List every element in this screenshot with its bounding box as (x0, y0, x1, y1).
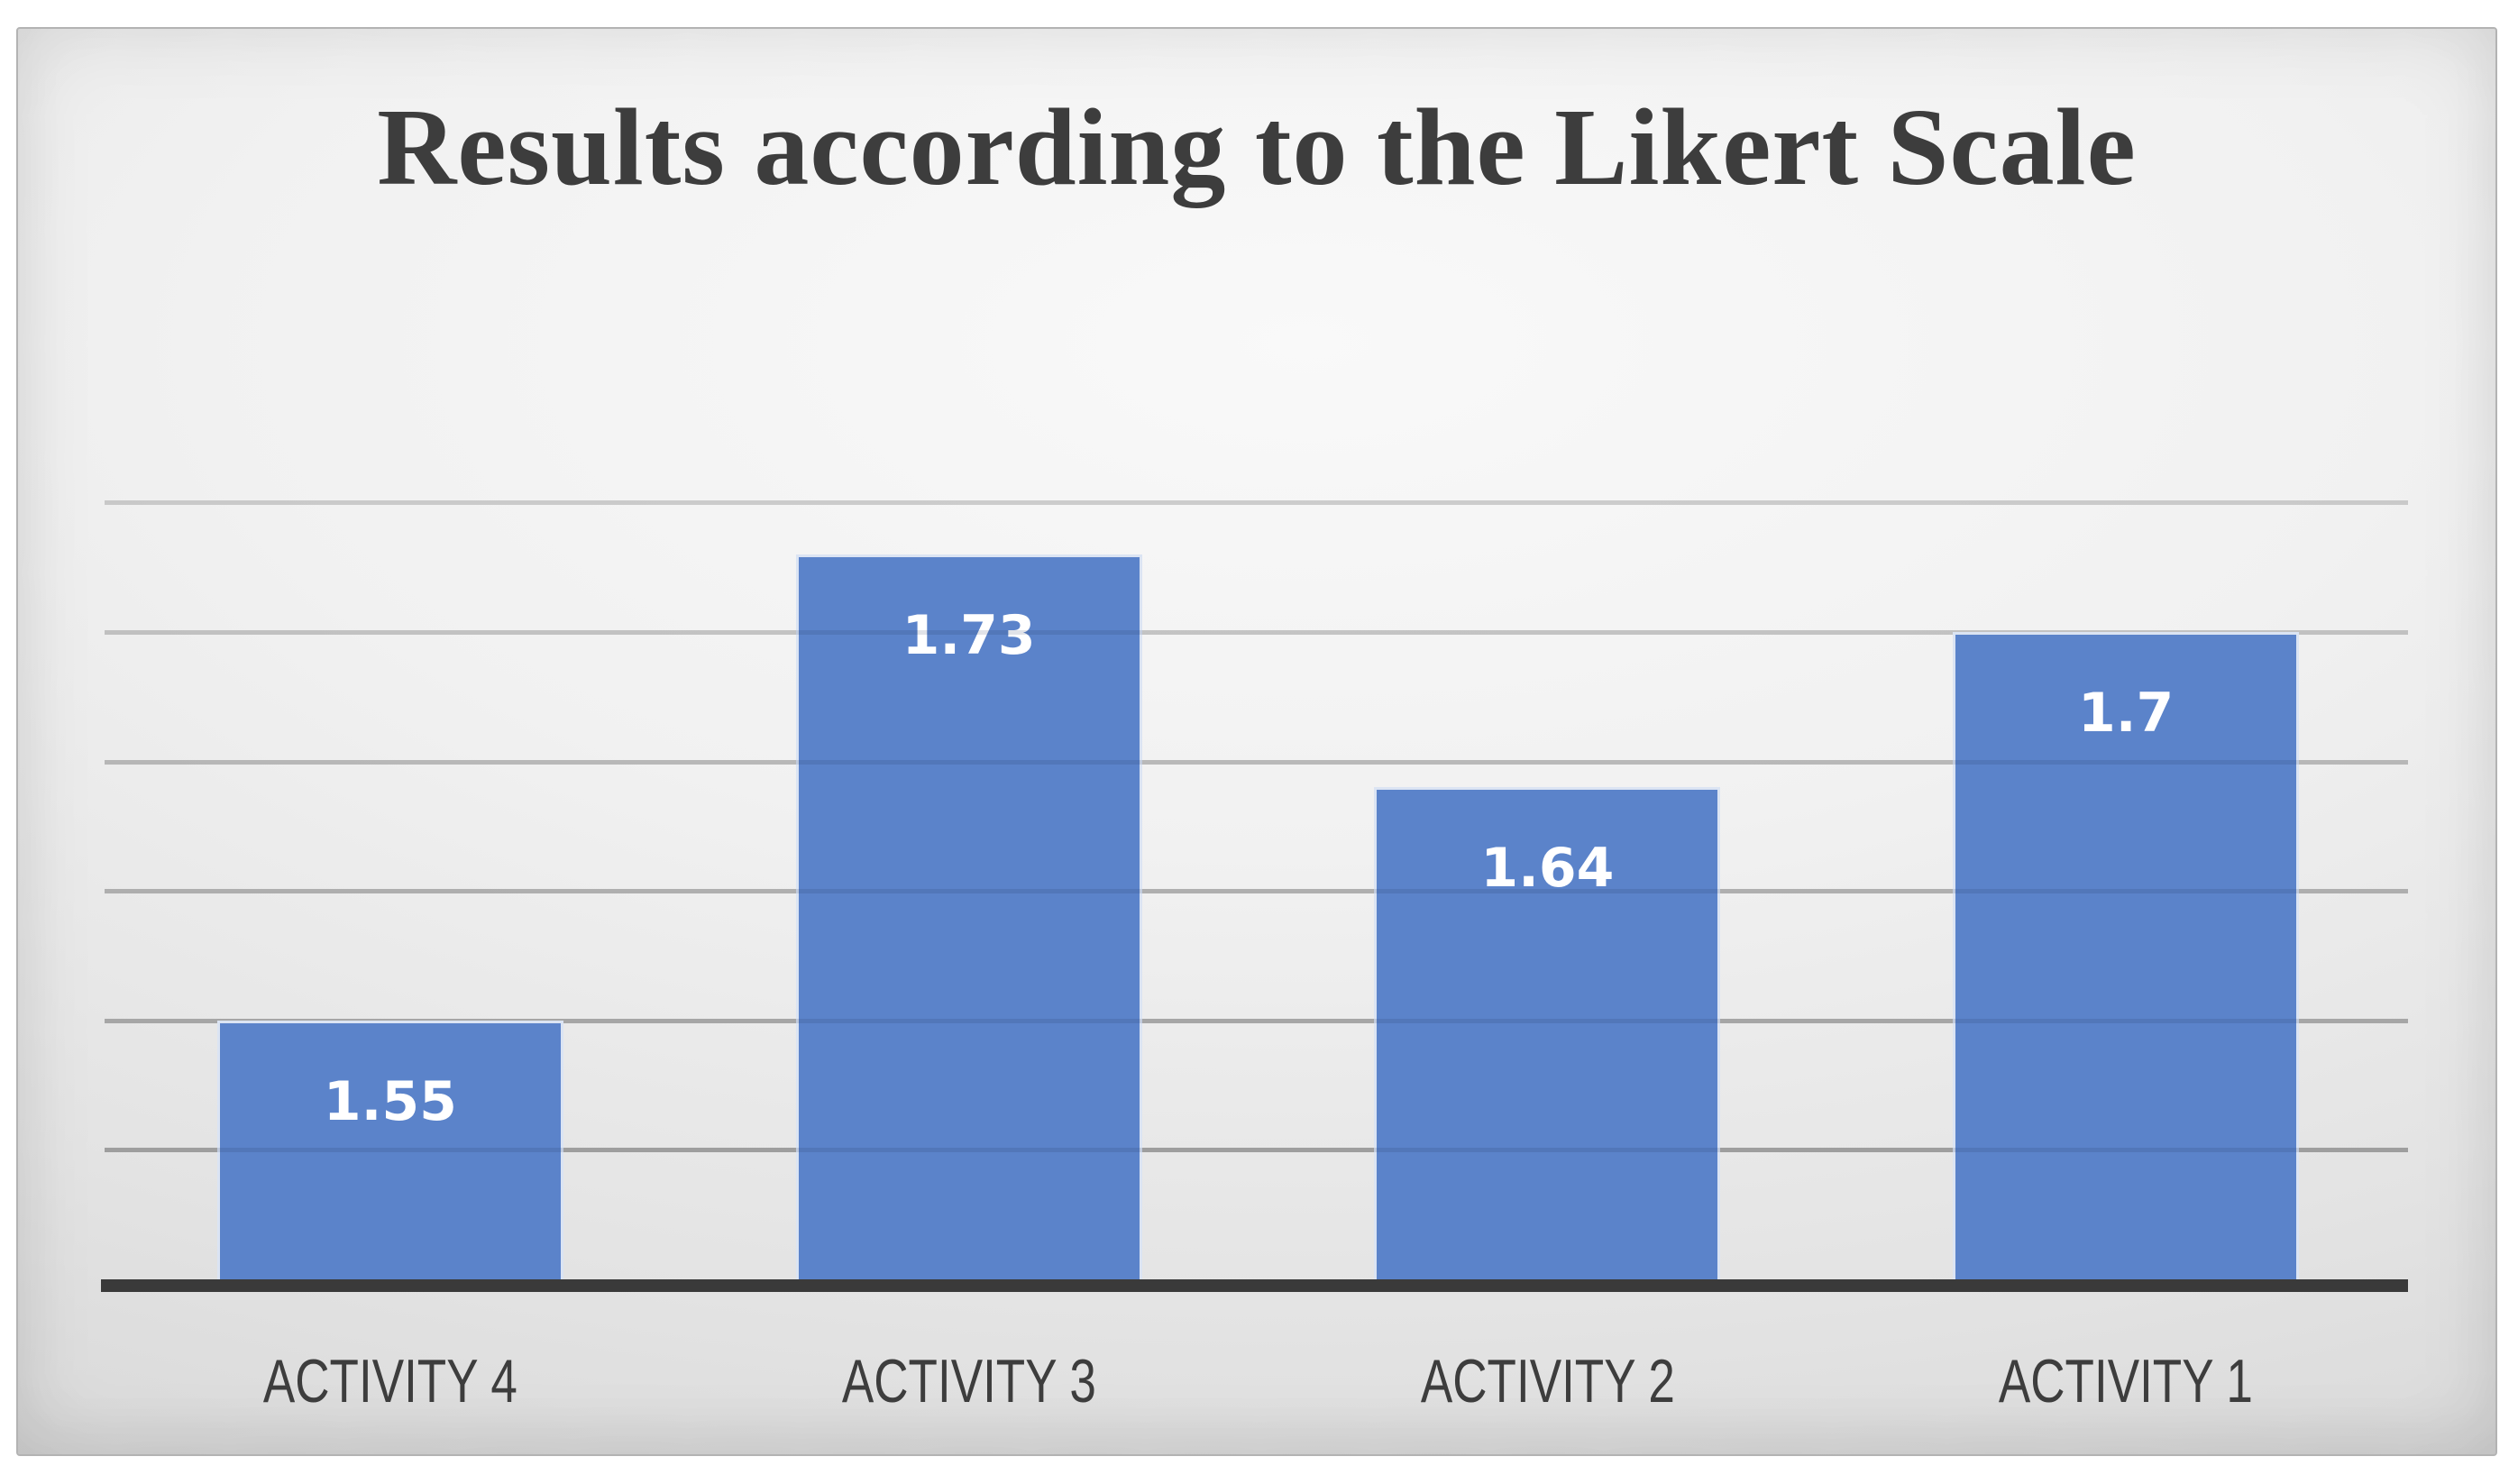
gridline-over-bar (795, 1148, 1142, 1153)
data-label: 1.73 (902, 603, 1036, 667)
bar-activity-4: 1.55 (216, 1020, 563, 1279)
gridline-over-bar (795, 759, 1142, 765)
gridline-over-bar (1374, 1018, 1721, 1023)
gridline-over-bar (795, 1018, 1142, 1023)
gridline-over-bar (1953, 759, 2300, 765)
chart-panel: Results according to the Likert Scale 1.… (16, 27, 2497, 1456)
gridline-over-bar (1374, 1148, 1721, 1153)
y-gridline (105, 1018, 2408, 1023)
gridline-over-bar (216, 1148, 563, 1153)
y-gridline (105, 630, 2408, 635)
y-gridline (105, 500, 2408, 506)
category-label-activity-1: ACTIVITY 1 (1999, 1347, 2254, 1415)
bar-activity-2: 1.64 (1374, 787, 1721, 1279)
gridline-over-bar (1953, 1018, 2300, 1023)
data-label: 1.55 (323, 1069, 457, 1133)
plot-area: 1.55 ACTIVITY 4 1.73 ACTIVITY 3 1.64 ACTIVITY… (101, 29, 2415, 1458)
bar-activity-3: 1.73 (795, 554, 1142, 1279)
category-label-activity-3: ACTIVITY 3 (841, 1347, 1096, 1415)
gridline-over-bar (795, 629, 1142, 635)
x-axis-line (101, 1279, 2408, 1292)
gridline-over-bar (1953, 889, 2300, 894)
data-label: 1.7 (2077, 682, 2175, 745)
bar-activity-1: 1.7 (1953, 632, 2300, 1279)
gridline-over-bar (1953, 1148, 2300, 1153)
y-gridline (105, 889, 2408, 894)
y-gridline (105, 1148, 2408, 1153)
gridline-over-bar (795, 889, 1142, 894)
gridline-over-bar (1374, 889, 1721, 894)
y-gridline (105, 759, 2408, 765)
data-label: 1.64 (1480, 837, 1615, 901)
chart-title: Results according to the Likert Scale (377, 87, 2137, 208)
category-label-activity-4: ACTIVITY 4 (262, 1347, 517, 1415)
category-label-activity-2: ACTIVITY 2 (1420, 1347, 1675, 1415)
